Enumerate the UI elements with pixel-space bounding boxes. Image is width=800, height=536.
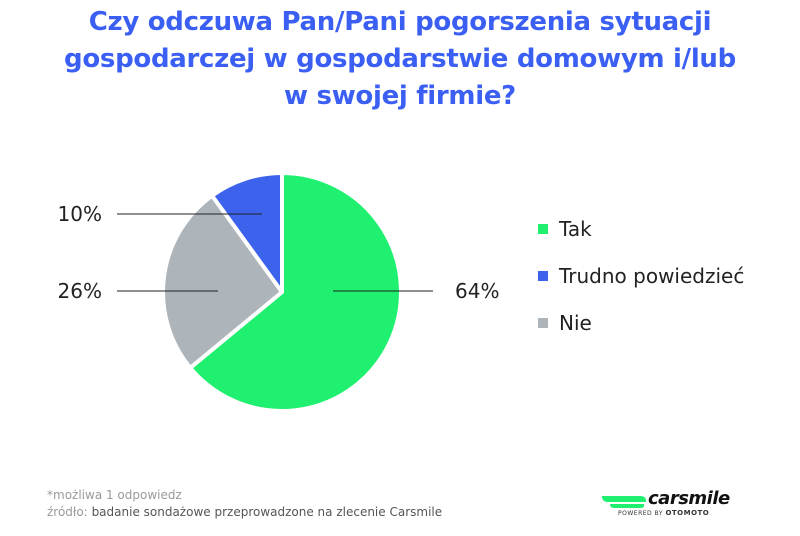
pie-slice-nie [161, 193, 284, 370]
footnote-source: źródło: badanie sondażowe przeprowadzone… [47, 504, 442, 521]
legend-swatch-tak [538, 224, 548, 234]
legend: Tak Trudno powiedzieć Nie [538, 217, 744, 335]
chart-title-line-3: w swojej firmie? [284, 81, 516, 111]
logo-swoosh-icon [602, 496, 646, 508]
logo-partner: OTOMOTO [665, 509, 710, 517]
pie-slice-trudno-powiedziec [210, 171, 284, 294]
footnote-note: *możliwa 1 odpowiedz [47, 488, 182, 502]
chart-title-line-2: gospodarczej w gospodarstwie domowym i/l… [64, 44, 736, 74]
pie-slices [161, 171, 403, 413]
carsmile-logo: carsmile POWERED BY OTOMOTO [600, 488, 750, 522]
footnote: *możliwa 1 odpowiedz źródło: badanie son… [47, 487, 442, 521]
legend-label-trudno-powiedziec: Trudno powiedzieć [558, 264, 744, 288]
logo-powered-by: POWERED BY OTOMOTO [618, 509, 709, 517]
legend-swatch-trudno-powiedziec [538, 271, 548, 281]
source-value: badanie sondażowe przeprowadzone na zlec… [91, 505, 443, 519]
legend-label-nie: Nie [559, 311, 592, 335]
pie-slice-tak [188, 171, 403, 413]
legend-swatch-nie [538, 318, 548, 328]
leader-lines [117, 213, 433, 292]
logo-wordmark: carsmile [648, 488, 730, 509]
percent-label-trudno-powiedziec: 10% [58, 202, 102, 226]
logo-powered-label: POWERED BY [618, 510, 664, 517]
legend-label-tak: Tak [558, 217, 592, 241]
percent-label-tak: 64% [455, 279, 499, 303]
percent-label-nie: 26% [58, 279, 102, 303]
chart-title-line-1: Czy odczuwa Pan/Pani pogorszenia sytuacj… [88, 7, 712, 37]
source-label: źródło: [47, 505, 88, 519]
chart-title: Czy odczuwa Pan/Pani pogorszenia sytuacj… [0, 4, 800, 115]
percent-labels: 64% 26% 10% [58, 202, 500, 303]
